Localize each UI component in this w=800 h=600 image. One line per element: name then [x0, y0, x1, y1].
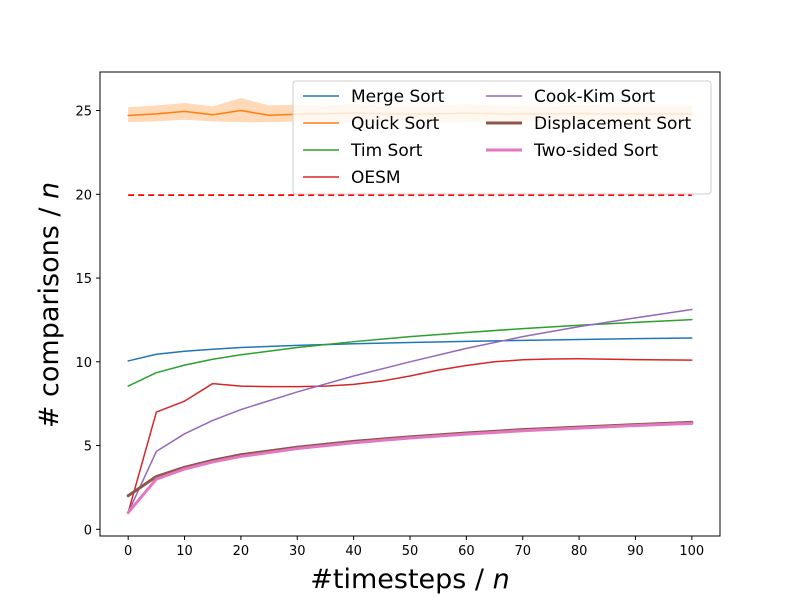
x-tick-label: 70 [514, 544, 531, 559]
legend: Merge Sort Quick Sort Tim Sort OESM Cook-Kim… [292, 80, 712, 195]
x-tick-label: 10 [176, 544, 193, 559]
y-tick-label: 15 [75, 272, 92, 287]
legend-label: Cook-Kim Sort [534, 87, 656, 107]
x-tick-label: 90 [627, 544, 644, 559]
legend-label: Quick Sort [351, 114, 440, 134]
series-line-displacement-sort [126, 420, 694, 498]
series-line-cook-kim-sort [127, 308, 693, 514]
x-axis-label: #timesteps / n [310, 564, 509, 595]
legend-label: Displacement Sort [534, 114, 691, 134]
x-tick-label: 100 [679, 544, 704, 559]
y-tick-label: 25 [75, 105, 92, 120]
x-tick-label: 0 [124, 544, 132, 559]
x-tick-label: 20 [233, 544, 250, 559]
x-tick-label: 80 [571, 544, 588, 559]
x-tick-label: 30 [289, 544, 306, 559]
series-line-merge-sort [127, 337, 693, 362]
y-axis-label: # comparisons / n [34, 182, 65, 428]
y-tick-label: 20 [75, 188, 92, 203]
legend-label: Two-sided Sort [533, 141, 659, 161]
legend-label: Merge Sort [351, 87, 445, 107]
y-tick-label: 0 [84, 523, 92, 538]
x-tick-label: 60 [458, 544, 475, 559]
y-tick-label: 10 [75, 356, 92, 371]
x-tick-label: 40 [345, 544, 362, 559]
x-tick-label: 50 [402, 544, 419, 559]
series-line-tim-sort [127, 318, 693, 387]
y-tick-label: 5 [84, 440, 92, 455]
legend-label: OESM [351, 168, 401, 188]
legend-box [292, 80, 712, 195]
legend-label: Tim Sort [350, 141, 423, 161]
series-line-oesm [127, 358, 693, 514]
axes: 0 10 20 30 40 50 60 70 80 90 100 0 5 10 15 20 25 [75, 71, 721, 559]
series-line-two-sided-sort [126, 421, 694, 515]
